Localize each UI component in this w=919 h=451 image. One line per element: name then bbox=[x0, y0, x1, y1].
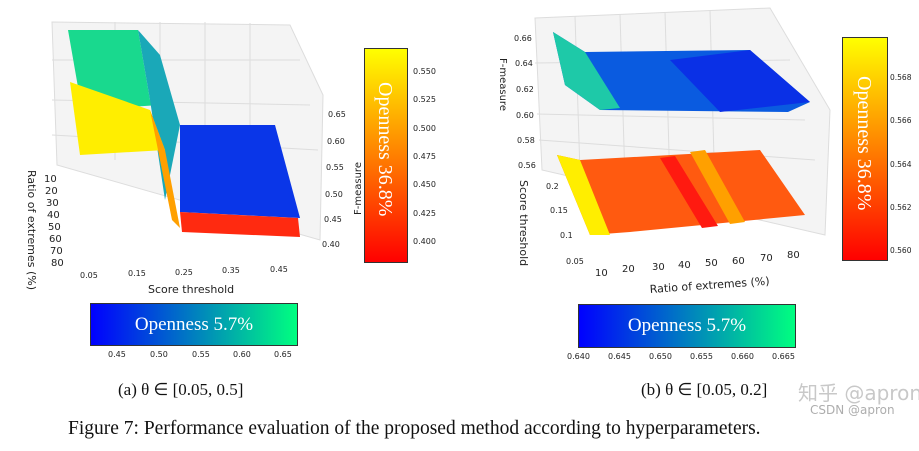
cb-tick: 0.660 bbox=[731, 352, 754, 361]
cb-tick: 0.425 bbox=[413, 209, 436, 218]
x-tick: 30 bbox=[652, 262, 665, 273]
cb-tick: 0.50 bbox=[150, 350, 168, 359]
z-tick: 0.60 bbox=[327, 137, 345, 146]
z-tick: 0.60 bbox=[516, 111, 534, 120]
cb-tick: 0.500 bbox=[413, 124, 436, 133]
panel-b-surface-plot: 0.66 0.64 0.62 0.60 0.58 0.56 0.2 0.15 0… bbox=[497, 7, 831, 296]
z-tick: 0.45 bbox=[324, 215, 342, 224]
cb-tick: 0.665 bbox=[772, 352, 795, 361]
surface-top-deep bbox=[670, 50, 810, 112]
cb-tick: 0.450 bbox=[413, 180, 436, 189]
colorbar-label: Openness 36.8% bbox=[853, 76, 875, 211]
z-tick: 0.40 bbox=[322, 240, 340, 249]
surface-top-slope bbox=[138, 30, 180, 200]
panel-a-label: (a) θ ∈ [0.05, 0.5] bbox=[118, 380, 244, 399]
surface-bottom-stripe bbox=[660, 156, 718, 228]
cb-tick: 0.475 bbox=[413, 152, 436, 161]
panel-b-label: (b) θ ∈ [0.05, 0.2] bbox=[641, 380, 768, 399]
cb-tick: 0.400 bbox=[413, 237, 436, 246]
z-tick: 0.55 bbox=[326, 163, 344, 172]
surface-bottom-orange bbox=[150, 110, 180, 228]
z-axis-label: F-measure bbox=[497, 58, 508, 111]
cb-tick: 0.45 bbox=[108, 350, 126, 359]
cb-tick: 0.655 bbox=[690, 352, 713, 361]
x-tick: 80 bbox=[787, 250, 800, 261]
z-axis-label: F-measure bbox=[353, 162, 363, 215]
y-axis-label: Score threshold bbox=[517, 180, 530, 266]
colorbar-label: Openness 5.7% bbox=[627, 315, 747, 336]
y-tick: 70 bbox=[50, 246, 63, 257]
y-tick: 0.1 bbox=[560, 231, 573, 240]
x-tick: 60 bbox=[732, 256, 745, 267]
panel-a-openness-5-colorbar: Openness 5.7% bbox=[90, 303, 298, 346]
y-tick: 50 bbox=[48, 222, 61, 233]
z-tick: 0.64 bbox=[515, 59, 533, 68]
x-tick: 40 bbox=[678, 260, 691, 271]
z-tick: 0.56 bbox=[518, 161, 536, 170]
x-tick: 0.45 bbox=[270, 265, 288, 274]
cb-tick: 0.566 bbox=[890, 116, 912, 125]
figure-caption: Figure 7: Performance evaluation of the … bbox=[68, 418, 761, 439]
cb-tick: 0.55 bbox=[192, 350, 210, 359]
y-tick: 80 bbox=[51, 258, 64, 269]
surface-bottom-yellow bbox=[557, 155, 610, 235]
surface-bottom-yellow bbox=[70, 82, 165, 155]
colorbar-ticks: 0.568 0.566 0.564 0.562 0.560 bbox=[890, 73, 912, 255]
cb-tick: 0.568 bbox=[890, 73, 912, 82]
x-tick: 0.15 bbox=[128, 269, 146, 278]
x-tick: 10 bbox=[595, 268, 608, 279]
y-tick: 30 bbox=[46, 198, 59, 209]
panel-b-openness-36-colorbar bbox=[842, 37, 888, 261]
panel-a-openness-36-colorbar bbox=[364, 48, 408, 263]
panel-a-surface-plot: 0.65 0.60 0.55 0.50 0.45 0.40 0.05 0.15 … bbox=[25, 21, 363, 296]
y-axis-label: Ratio of extremes (%) bbox=[25, 170, 38, 290]
surface-bottom-stripe bbox=[690, 150, 745, 224]
z-tick: 0.66 bbox=[514, 34, 532, 43]
watermark-csdn: CSDN @apron bbox=[810, 403, 895, 417]
colorbar-label: Openness 36.8% bbox=[374, 82, 396, 217]
x-tick: 50 bbox=[705, 258, 718, 269]
y-tick: 60 bbox=[49, 234, 62, 245]
cb-tick: 0.564 bbox=[890, 160, 912, 169]
y-tick: 0.2 bbox=[546, 182, 559, 191]
y-tick: 40 bbox=[47, 210, 60, 221]
z-tick: 0.62 bbox=[516, 85, 534, 94]
cb-tick: 0.645 bbox=[608, 352, 631, 361]
y-tick: 0.05 bbox=[566, 257, 584, 266]
colorbar-label: Openness 5.7% bbox=[134, 313, 254, 335]
x-tick: 20 bbox=[622, 264, 635, 275]
x-axis-label: Ratio of extremes (%) bbox=[649, 275, 770, 296]
cb-tick: 0.65 bbox=[274, 350, 292, 359]
colorbar-ticks: 0.45 0.50 0.55 0.60 0.65 bbox=[108, 350, 292, 359]
x-tick: 0.35 bbox=[222, 266, 240, 275]
cb-tick: 0.560 bbox=[890, 246, 912, 255]
y-tick: 10 bbox=[44, 174, 57, 185]
panel-b-openness-5-colorbar: Openness 5.7% bbox=[578, 304, 796, 348]
cb-tick: 0.60 bbox=[233, 350, 251, 359]
z-tick: 0.50 bbox=[325, 190, 343, 199]
cb-tick: 0.562 bbox=[890, 203, 912, 212]
watermark: 知乎 @apron bbox=[798, 381, 919, 405]
z-tick: 0.65 bbox=[328, 110, 346, 119]
x-tick: 0.25 bbox=[175, 268, 193, 277]
cb-tick: 0.550 bbox=[413, 67, 436, 76]
surface-top-blue bbox=[180, 125, 300, 218]
cb-tick: 0.650 bbox=[649, 352, 672, 361]
cb-tick: 0.640 bbox=[567, 352, 590, 361]
x-tick: 0.05 bbox=[80, 271, 98, 280]
colorbar-ticks: 0.550 0.525 0.500 0.475 0.450 0.425 0.40… bbox=[413, 67, 436, 246]
y-tick: 20 bbox=[45, 186, 58, 197]
surface-top-green bbox=[553, 32, 620, 110]
y-tick: 0.15 bbox=[550, 206, 568, 215]
colorbar-ticks: 0.640 0.645 0.650 0.655 0.660 0.665 bbox=[567, 352, 795, 361]
x-tick: 70 bbox=[760, 253, 773, 264]
x-axis-label: Score threshold bbox=[148, 283, 234, 296]
cb-tick: 0.525 bbox=[413, 95, 436, 104]
surface-bottom-red bbox=[180, 212, 300, 237]
z-tick: 0.58 bbox=[517, 136, 535, 145]
